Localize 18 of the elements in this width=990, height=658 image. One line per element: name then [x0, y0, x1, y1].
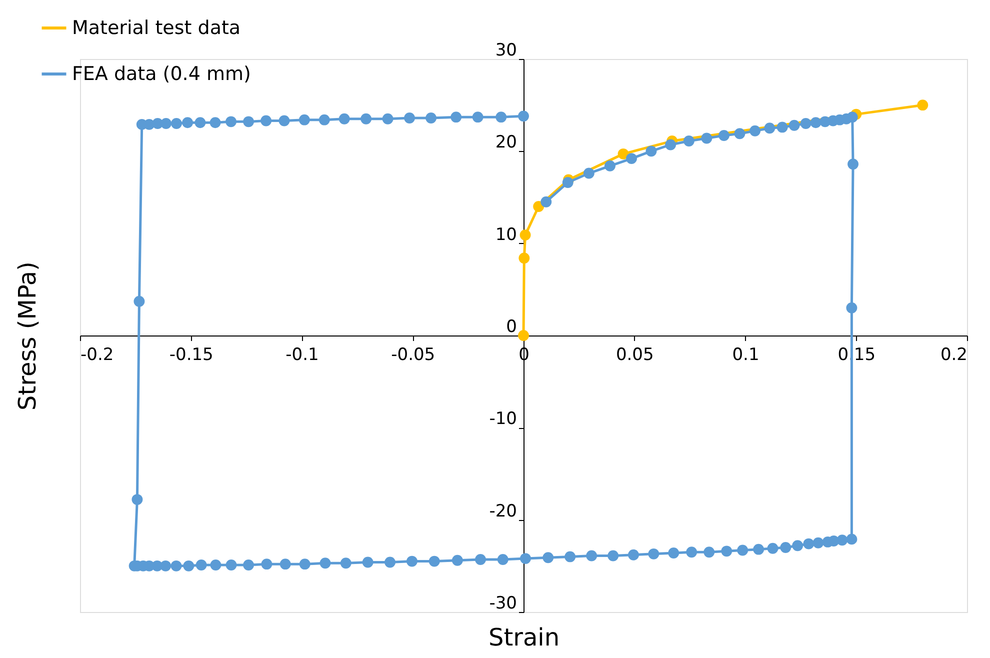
y-tick-label: 20: [495, 132, 517, 153]
legend-label: FEA data (0.4 mm): [72, 63, 251, 85]
y-tick-label: -10: [489, 409, 517, 430]
x-tick-label: 0.05: [616, 345, 654, 365]
y-tick-label: -20: [489, 501, 517, 522]
x-tick-label: -0.2: [80, 345, 114, 365]
y-tick-label: 30: [495, 40, 517, 60]
y-tick-label: 10: [495, 224, 517, 245]
y-tick-label: 0: [506, 317, 517, 337]
x-tick-label: -0.1: [286, 345, 319, 365]
y-axis-title: Stress (MPa): [14, 262, 42, 410]
x-tick-label: 0.2: [940, 345, 968, 365]
x-axis-title: Strain: [488, 624, 560, 652]
legend-label: Material test data: [72, 17, 241, 39]
x-tick-label: -0.05: [391, 345, 436, 365]
y-tick-label: -30: [489, 594, 517, 614]
x-tick-label: -0.15: [169, 345, 214, 365]
x-tick-label: 0.1: [732, 345, 760, 365]
